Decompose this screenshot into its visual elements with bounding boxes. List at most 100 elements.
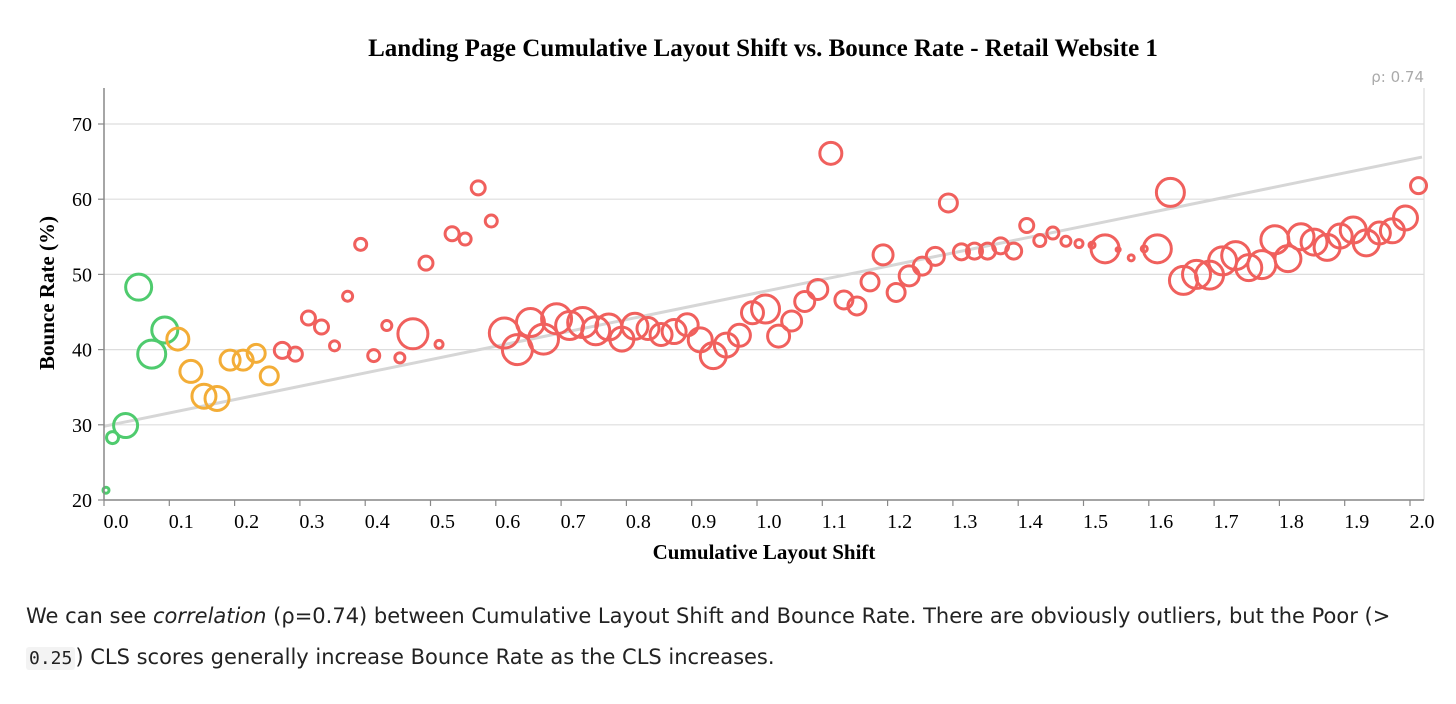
data-point-poor	[1004, 241, 1024, 261]
y-tick-label: 50	[72, 264, 92, 286]
chart-title: Landing Page Cumulative Layout Shift vs.…	[368, 35, 1158, 62]
caption-text-3: ) CLS scores generally increase Bounce R…	[75, 645, 775, 669]
data-point-poor	[286, 345, 304, 363]
caption-emphasis: correlation	[152, 604, 267, 628]
data-point-poor	[937, 192, 959, 214]
data-point-poor	[443, 225, 461, 243]
data-point-needs-improvement	[258, 365, 280, 387]
data-point-poor	[793, 289, 817, 313]
x-tick-label: 1.1	[822, 511, 847, 533]
data-point-poor	[846, 295, 868, 317]
data-point-poor	[951, 242, 971, 262]
data-point-poor	[1073, 238, 1085, 250]
data-point-good	[124, 272, 154, 302]
data-point-poor	[396, 317, 430, 351]
data-point-poor	[514, 307, 546, 339]
data-point-poor	[1259, 224, 1291, 256]
data-point-poor	[1059, 234, 1073, 248]
y-axis-title: Bounce Rate (%)	[35, 216, 59, 370]
data-point-poor	[483, 213, 499, 229]
data-point-poor	[660, 318, 688, 346]
data-point-poor	[580, 315, 612, 347]
caption-text-2: (ρ=0.74) between Cumulative Layout Shift…	[266, 604, 1391, 628]
x-tick-label: 1.9	[1344, 511, 1369, 533]
data-point-poor	[674, 312, 700, 338]
data-point-poor	[648, 322, 674, 348]
x-tick-label: 0.0	[104, 511, 129, 533]
data-point-poor	[380, 319, 394, 333]
data-point-needs-improvement	[178, 358, 204, 384]
x-axis-title: Cumulative Layout Shift	[653, 540, 876, 564]
data-point-needs-improvement	[203, 384, 231, 412]
x-tick-label: 0.1	[169, 511, 194, 533]
data-points	[101, 140, 1429, 495]
x-tick-label: 1.4	[1018, 511, 1043, 533]
x-tick-label: 0.7	[561, 511, 586, 533]
trend-line	[103, 155, 1423, 428]
x-tick-label: 1.2	[887, 511, 912, 533]
data-point-poor	[433, 338, 445, 350]
data-point-poor	[1409, 176, 1429, 196]
data-point-poor	[911, 255, 933, 277]
y-tick-label: 30	[72, 415, 92, 437]
x-tick-label: 1.7	[1214, 511, 1239, 533]
data-point-poor	[635, 316, 661, 342]
data-point-poor	[1366, 220, 1392, 246]
data-point-poor	[1234, 253, 1264, 283]
data-point-poor	[859, 271, 881, 293]
x-tick-label: 0.4	[365, 511, 390, 533]
cls-bounce-scatter-chart: Landing Page Cumulative Layout Shift vs.…	[35, 35, 1435, 564]
data-point-poor	[299, 309, 317, 327]
data-point-poor	[341, 289, 355, 303]
data-point-poor	[897, 264, 921, 288]
data-point-poor	[393, 351, 407, 365]
x-tick-label: 0.9	[691, 511, 716, 533]
data-point-good	[150, 315, 180, 345]
data-point-poor	[1141, 233, 1173, 265]
data-point-good	[112, 412, 140, 440]
x-tick-label: 1.6	[1148, 511, 1173, 533]
data-point-poor	[818, 140, 844, 166]
data-point-poor	[1181, 258, 1213, 290]
data-point-good	[105, 430, 121, 446]
data-point-good	[136, 338, 168, 370]
data-point-poor	[328, 339, 342, 353]
data-point-poor	[417, 254, 435, 272]
data-point-poor	[1299, 227, 1329, 257]
caption-text-1: We can see	[26, 604, 153, 628]
data-point-poor	[871, 243, 895, 267]
y-tick-label: 70	[72, 114, 92, 136]
data-point-poor	[686, 326, 714, 354]
data-point-poor	[806, 277, 830, 301]
data-point-poor	[1018, 217, 1036, 235]
data-point-poor	[833, 289, 855, 311]
data-point-needs-improvement	[218, 348, 242, 372]
data-point-poor	[1114, 246, 1122, 254]
data-point-needs-improvement	[190, 382, 218, 410]
x-tick-label: 1.8	[1279, 511, 1304, 533]
data-point-poor	[1286, 222, 1316, 252]
data-point-poor	[780, 309, 804, 333]
data-point-poor	[1045, 225, 1061, 241]
data-point-poor	[312, 318, 330, 336]
y-tick-label: 40	[72, 340, 92, 362]
data-point-poor	[366, 348, 382, 364]
data-point-poor	[766, 323, 792, 349]
axes: 20 30 40 50 60 70 0.0 0.1 0.2 0.3 0.4 0.5 0.6 0.7 0.8 0…	[72, 88, 1435, 533]
data-point-needs-improvement	[245, 342, 267, 364]
data-point-poor	[1126, 253, 1136, 263]
x-tick-label: 1.0	[757, 511, 782, 533]
data-point-poor	[924, 245, 946, 267]
x-tick-label: 1.5	[1083, 511, 1108, 533]
data-point-poor	[457, 231, 473, 247]
data-point-poor	[885, 281, 907, 303]
x-tick-label: 0.6	[495, 511, 520, 533]
data-point-poor	[750, 293, 782, 325]
data-point-needs-improvement	[231, 348, 255, 372]
data-point-poor	[726, 322, 752, 348]
data-point-poor	[1378, 217, 1406, 245]
y-tick-label: 20	[72, 490, 92, 512]
data-point-poor	[964, 241, 984, 261]
data-point-poor	[1391, 204, 1419, 232]
data-point-good	[101, 485, 111, 495]
